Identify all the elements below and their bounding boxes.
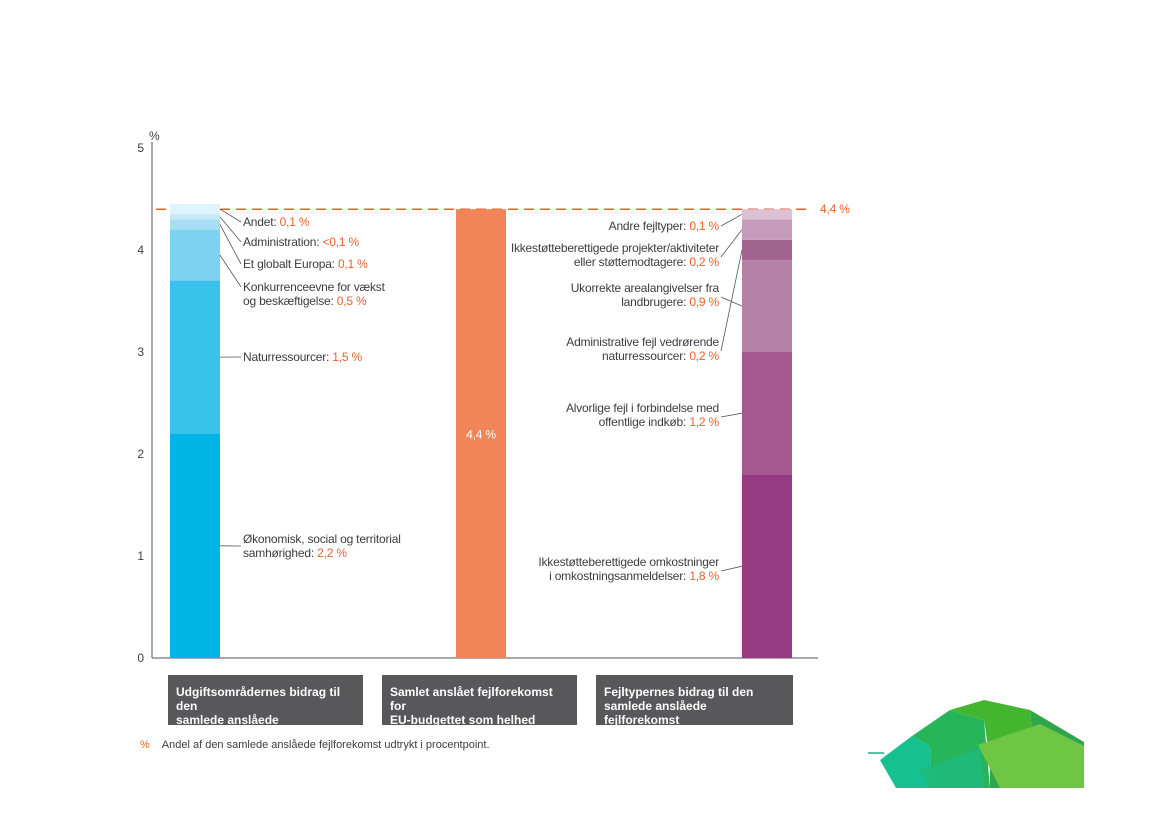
label-connector — [219, 224, 242, 265]
bar-segment — [742, 352, 792, 475]
segment-label: Andre fejltyper: 0,1 % — [609, 219, 720, 233]
bars-layer — [170, 204, 792, 658]
segment-label: Ikkestøtteberettigede omkostninger i omko… — [538, 555, 719, 583]
decorative-logo-graphic — [868, 700, 1084, 788]
caption-line: Udgiftsområdernes bidrag til den — [176, 685, 341, 713]
segment-label: Administration: <0,1 % — [243, 235, 360, 249]
caption-box-total: Samlet anslået fejlforekomst for EU-budg… — [382, 675, 577, 727]
bar-segment — [456, 209, 506, 658]
caption-line: Fejltypernes bidrag til den — [604, 685, 754, 699]
label-connector — [720, 249, 743, 352]
y-axis-unit: % — [149, 129, 160, 143]
y-tick-label: 2 — [137, 447, 144, 461]
caption-line: Samlet anslået fejlforekomst for — [390, 685, 553, 713]
footnote: % Andel af den samlede anslåede fejlforek… — [140, 739, 490, 751]
bar-segment — [742, 219, 792, 240]
segment-label: Andet: 0,1 % — [243, 215, 310, 229]
segment-label: Alvorlige fejl i forbindelse med offentli… — [566, 401, 720, 429]
segment-label: Ukorrekte arealangivelser fra landbrugere… — [571, 281, 720, 309]
y-tick-label: 3 — [137, 345, 144, 359]
y-tick-label: 5 — [137, 141, 144, 155]
caption-box-error-types: Fejltypernes bidrag til den samlede ansl… — [596, 675, 793, 727]
total-bar-label: 4,4 % — [466, 428, 496, 442]
bar-segment — [170, 229, 220, 281]
caption-line: samlede anslåede fejlforekomst — [176, 713, 279, 741]
bar-segment — [742, 260, 792, 352]
caption-box-expenditure: Udgiftsområdernes bidrag til den samlede… — [168, 675, 363, 741]
bar-segment — [170, 204, 220, 215]
bar-segment — [742, 209, 792, 220]
label-connector — [720, 213, 743, 227]
segment-label: Økonomisk, social og territorial samhørig… — [243, 532, 401, 560]
footnote-text: Andel af den samlede anslåede fejlforeko… — [161, 739, 490, 751]
y-tick-label: 0 — [137, 651, 144, 665]
label-connector — [720, 565, 743, 572]
caption-line: EU-budgettet som helhed — [390, 713, 536, 727]
segment-label: Administrative fejl vedrørende naturresso… — [566, 335, 719, 363]
y-tick-label: 1 — [137, 549, 144, 563]
segment-label: Ikkestøtteberettigede projekter/aktivite… — [511, 241, 720, 269]
bar-segment — [170, 433, 220, 658]
label-connector — [720, 229, 743, 258]
label-connector — [219, 208, 242, 223]
segment-label: Et globalt Europa: 0,1 % — [243, 257, 368, 271]
label-connector — [720, 412, 743, 418]
label-connector — [219, 216, 242, 243]
bar-segment — [170, 219, 220, 230]
caption-line: samlede anslåede fejlforekomst — [604, 699, 707, 727]
footnote-symbol: % — [140, 739, 150, 751]
reference-line-label: 4,4 % — [820, 202, 850, 216]
labels-layer: 4,4 % Økonomisk, social og territorial sam… — [219, 202, 850, 583]
bar-segment — [742, 239, 792, 261]
segment-label: Naturressourcer: 1,5 % — [243, 350, 363, 364]
bar-segment — [170, 214, 220, 220]
label-connector — [219, 254, 242, 288]
bar-segment — [170, 280, 220, 434]
bar-segment — [742, 474, 792, 658]
y-tick-label: 4 — [137, 243, 144, 257]
segment-label: Konkurrenceevne for vækst og beskæftigels… — [243, 280, 386, 308]
